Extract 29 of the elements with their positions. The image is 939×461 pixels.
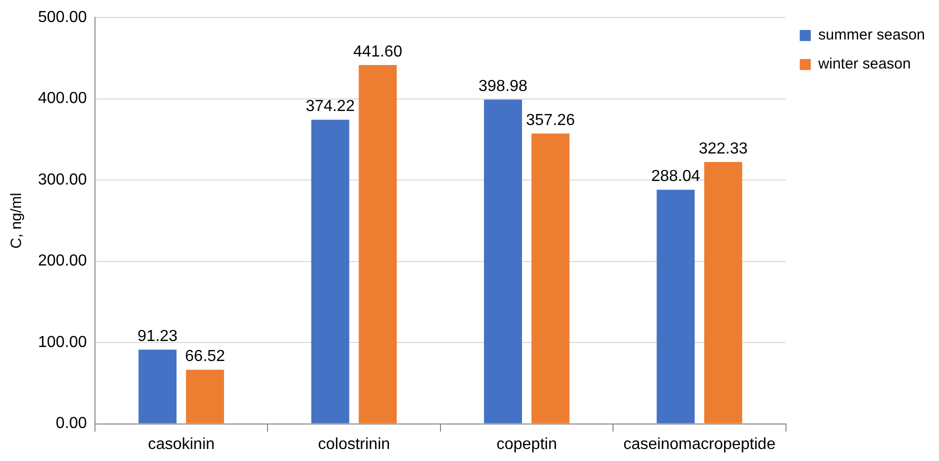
data-label: 91.23 [138,328,178,346]
bar [484,100,522,424]
data-label: 374.22 [306,98,355,116]
data-label: 398.98 [478,78,528,96]
y-tick-label: 500.00 [38,9,88,26]
x-tick-label: copeptin [496,436,557,453]
y-tick-label: 100.00 [38,334,88,351]
bar [311,120,350,424]
data-label: 288.04 [651,168,700,186]
x-tick-label: colostrinin [318,436,390,453]
bar [186,370,224,424]
bar [358,65,397,424]
y-tick-label: 300.00 [38,171,88,188]
y-tick-label: 200.00 [38,252,88,270]
x-tick-label: casokinin [148,436,215,453]
bar [138,350,177,424]
y-tick-label: 400.00 [38,90,88,108]
bar [704,162,742,424]
legend-label: winter season [817,56,911,73]
y-tick-label: 0.00 [56,415,88,432]
data-label: 322.33 [698,140,748,158]
data-label: 357.26 [526,112,576,129]
bar [531,134,570,424]
bar [656,190,695,424]
data-label: 66.52 [185,348,226,366]
data-label: 441.60 [353,43,402,60]
y-axis-title: C, ng/ml [8,192,26,249]
x-tick-label: caseinomacropeptide [623,436,776,453]
legend-label: summer season [818,26,926,44]
